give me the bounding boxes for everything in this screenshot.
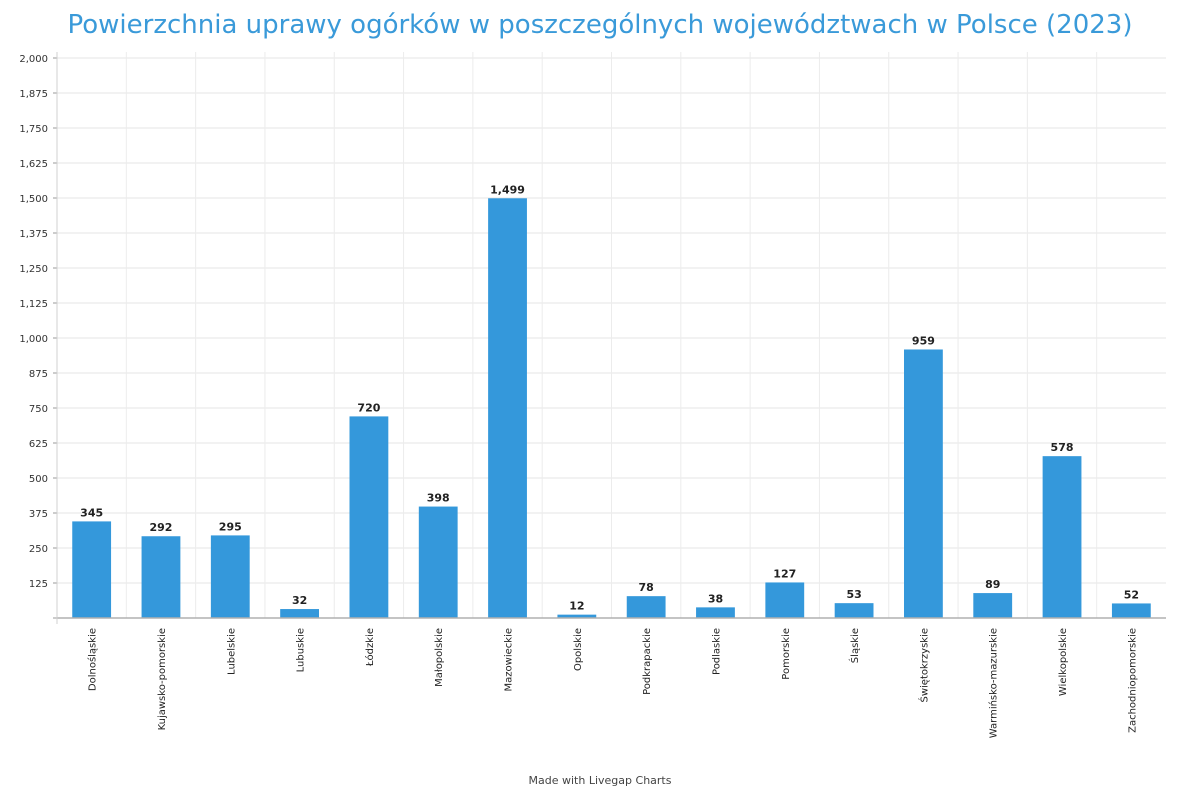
bar[interactable] [557,614,597,618]
x-tick-label: Śląskie [848,628,861,663]
bar-value-label: 295 [219,520,242,533]
bar-value-label: 12 [569,600,584,613]
y-tick-label: 2,000 [19,54,48,65]
y-tick-label: 500 [29,474,48,485]
y-tick-label: 875 [29,369,48,380]
footer-credit: Made with Livegap Charts [528,774,672,787]
x-tick-label: Dolnośląskie [87,628,99,691]
bar-value-label: 398 [427,492,450,505]
y-axis-ticks: 2,000 1,875 1,750 1,625 1,500 1,375 1,250 1,125… [19,54,57,619]
bar[interactable] [210,535,250,618]
bar-value-label: 89 [985,578,1000,591]
bar[interactable] [1111,603,1151,618]
bar[interactable] [696,607,735,618]
bar[interactable] [418,506,458,618]
bar[interactable] [280,609,320,618]
y-tick-label: 1,250 [19,264,48,275]
y-tick-label: 1,375 [19,229,48,240]
bar-value-label: 38 [708,592,723,605]
bar-value-label: 78 [639,581,654,594]
bar[interactable] [1042,456,1082,618]
bar[interactable] [141,536,181,618]
bar[interactable] [626,596,666,618]
y-tick-label: 1,125 [19,299,48,310]
x-tick-label: Podlaskie [711,628,722,675]
y-tick-label: 1,000 [19,334,48,345]
x-tick-label: Lubelskie [226,628,237,675]
x-tick-label: Wielkopolskie [1058,628,1069,696]
x-tick-label: Mazowieckie [504,628,515,691]
bar-value-label: 345 [80,506,103,519]
bar-value-label: 52 [1124,588,1139,601]
x-tick-label: Łódzkie [364,628,376,667]
y-tick-label: 750 [29,404,48,415]
bar-value-label: 32 [292,594,307,607]
y-tick-label: 250 [29,544,48,555]
y-tick-label: 1,625 [19,159,48,170]
x-tick-label: Podkrapackie [642,628,653,695]
bar[interactable] [488,198,527,618]
chart-grid [57,52,1166,618]
x-tick-label: Świętokrzyskie [917,628,930,703]
bar-value-label: 720 [357,401,380,414]
bar[interactable] [765,582,805,618]
x-tick-label: Warmińsko-mazurskie [988,628,1000,738]
y-tick-label: 1,500 [19,194,48,205]
value-labels: 345 292 295 32 720 398 1,499 12 78 38 127 53 959 89 57… [80,183,1139,612]
bar[interactable] [349,416,389,618]
bar-value-label: 53 [846,588,861,601]
x-tick-label: Zachodniopomorskie [1127,628,1138,733]
y-tick-label: 1,875 [19,89,48,100]
x-tick-label: Opolskie [573,628,584,671]
bar-value-label: 959 [912,334,935,347]
bar-value-label: 1,499 [490,183,525,196]
x-axis-labels: Dolnośląskie Kujawsko-pomorskie Lubelskie L… [87,628,1139,738]
bar-value-label: 578 [1051,441,1074,454]
bar[interactable] [973,593,1013,618]
y-tick-label: 375 [29,509,48,520]
bar[interactable] [72,521,112,618]
chart-title: Powierzchnia uprawy ogórków w poszczegól… [67,10,1133,40]
y-tick-label: 625 [29,439,48,450]
bar[interactable] [834,603,874,618]
x-tick-label: Lubuskie [296,628,307,672]
y-tick-label: 1,750 [19,124,48,135]
bar[interactable] [903,349,943,618]
bar-value-label: 292 [149,521,172,534]
x-tick-label: Pomorskie [781,628,792,680]
x-tick-label: Małopolskie [434,628,445,687]
bar-value-label: 127 [773,567,796,580]
bars-group [72,198,1151,618]
x-tick-label: Kujawsko-pomorskie [157,628,168,730]
y-tick-label: 125 [29,579,48,590]
